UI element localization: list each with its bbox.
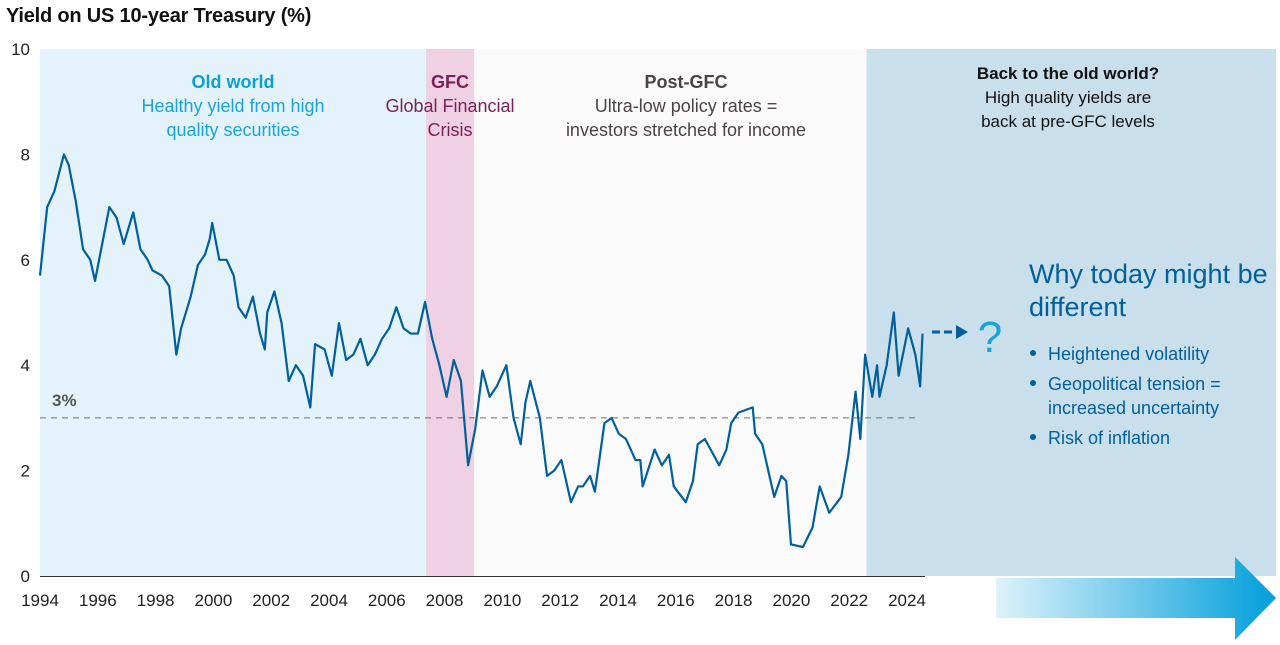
time-forward-arrow-icon [996,557,1276,640]
x-tick-label: 2018 [715,591,753,610]
x-tick-label: 2024 [888,591,926,610]
outlook-bullet: Heightened volatility [1030,342,1263,366]
x-tick-label: 2002 [252,591,290,610]
annotation-back-to-old-world: Back to the old world? High quality yield… [908,62,1228,134]
x-tick-label: 2010 [483,591,521,610]
y-tick-label: 8 [21,145,30,164]
y-tick-label: 2 [21,462,30,481]
arrow-head-icon [956,325,968,339]
annotation-text: Ultra-low policy rates = [594,96,778,116]
region-back-to-old-world [866,49,1276,576]
bullet-dot-icon [1030,434,1036,441]
bullet-text: Heightened volatility [1048,344,1210,364]
question-mark: ? [978,313,1002,362]
annotation-heading: Back to the old world? [976,64,1160,83]
x-tick-label: 1996 [79,591,117,610]
annotation-text: High quality yields are [984,88,1152,107]
annotation-heading: Old world [191,72,275,92]
x-tick-label: 1998 [137,591,175,610]
x-tick-label: 2008 [426,591,464,610]
bullet-dot-icon [1030,350,1036,357]
region-gfc [426,49,475,576]
x-tick-label: 2004 [310,591,348,610]
x-tick-label: 2022 [830,591,868,610]
x-tick-label: 2012 [541,591,579,610]
outlook-bullet: Risk of inflation [1030,426,1263,450]
annotation-text: investors stretched for income [565,120,807,140]
bullet-text: Risk of inflation [1048,428,1171,448]
outlook-heading: Why today might be different [1029,259,1268,322]
y-tick-label: 10 [11,40,30,59]
x-tick-label: 1994 [21,591,59,610]
annotation-heading: Post-GFC [644,72,728,92]
x-tick-label: 2014 [599,591,637,610]
y-tick-label: 0 [21,567,30,586]
chart-title: Yield on US 10-year Treasury (%) [6,5,312,27]
annotation-text: Global Financial [385,96,515,116]
x-tick-label: 2006 [368,591,406,610]
annotation-old-world: Old world Healthy yield from high quality … [73,70,393,142]
x-tick-label: 2016 [657,591,695,610]
bullet-dot-icon [1030,380,1036,387]
annotation-text: Crisis [427,120,473,140]
x-tick-label: 2020 [772,591,810,610]
yield-line [38,153,924,549]
reference-line-label: 3% [52,391,77,410]
y-tick-label: 6 [21,251,30,270]
annotation-text: back at pre-GFC levels [981,112,1155,131]
x-tick-label: 2000 [194,591,232,610]
annotation-text: quality securities [166,120,300,140]
y-tick-label: 4 [21,356,30,375]
annotation-gfc: GFC Global Financial Crisis [290,70,610,142]
annotation-post-gfc: Post-GFC Ultra-low policy rates = investor… [526,70,846,142]
annotation-text: Healthy yield from high [141,96,325,116]
bullet-text: Geopolitical tension = increased uncerta… [1048,374,1221,418]
outlook-bullet: Geopolitical tension = increased uncerta… [1030,372,1263,420]
region-post-gfc [474,49,867,576]
region-old-world [40,49,427,576]
annotation-heading: GFC [431,72,469,92]
